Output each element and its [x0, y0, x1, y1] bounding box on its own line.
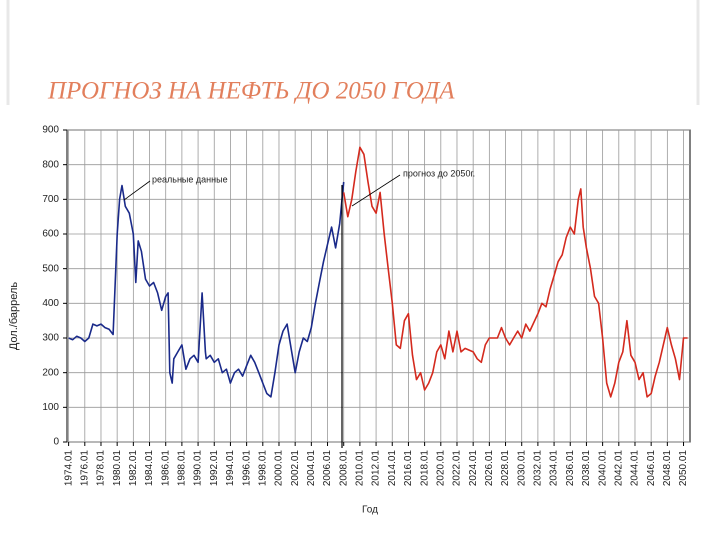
x-tick-label: 1986.01 — [160, 450, 171, 487]
annotation-leader — [123, 180, 151, 201]
x-tick-label: 2006.01 — [322, 450, 333, 487]
slide-title: ПРОГНОЗ НА НЕФТЬ ДО 2050 ГОДА — [47, 78, 455, 105]
x-tick-label: 2032.01 — [533, 450, 544, 487]
y-tick-label: 500 — [42, 263, 59, 274]
grid: 0 100 200 300 400 500 600 700 800 900 1974.01 1976.… — [42, 125, 690, 487]
annotation: прогноз до 2050г. — [403, 168, 475, 178]
series-line — [342, 146, 688, 398]
series-group — [68, 146, 688, 398]
x-tick-label: 2030.01 — [516, 450, 527, 487]
y-tick-label: 300 — [42, 333, 59, 344]
x-tick-label: 1982.01 — [128, 450, 139, 487]
x-tick-label: 2050.01 — [678, 450, 689, 487]
x-tick-label: 2020.01 — [435, 450, 446, 487]
x-tick-label: 2004.01 — [306, 450, 317, 487]
x-tick-label: 1980.01 — [112, 450, 123, 487]
x-tick-label: 2022.01 — [452, 450, 463, 487]
x-tick-label: 1994.01 — [225, 450, 236, 487]
x-tick-label: 2026.01 — [484, 450, 495, 487]
x-tick-label: 1974.01 — [63, 450, 74, 487]
x-tick-label: 1988.01 — [177, 450, 188, 487]
x-tick-label: 2044.01 — [630, 450, 641, 487]
x-axis-label: Год — [362, 505, 378, 516]
annotation-leader — [351, 174, 401, 207]
x-tick-label: 1992.01 — [209, 450, 220, 487]
x-tick-label: 1976.01 — [79, 450, 90, 487]
y-tick-label: 100 — [42, 402, 59, 413]
y-tick-label: 800 — [42, 159, 59, 170]
x-tick-label: 2028.01 — [500, 450, 511, 487]
annotation: реальные данные — [152, 174, 228, 184]
x-tick-label: 2016.01 — [403, 450, 414, 487]
y-tick-label: 900 — [42, 125, 59, 136]
x-tick-label: 1984.01 — [144, 450, 155, 487]
x-tick-label: 2010.01 — [355, 450, 366, 487]
x-tick-label: 2042.01 — [613, 450, 624, 487]
x-tick-label: 2018.01 — [419, 450, 430, 487]
x-tick-label: 1990.01 — [193, 450, 204, 487]
x-tick-label: 2034.01 — [549, 450, 560, 487]
x-tick-label: 2040.01 — [597, 450, 608, 487]
y-tick-label: 0 — [53, 437, 59, 448]
x-tick-label: 2048.01 — [662, 450, 673, 487]
x-tick-label: 2002.01 — [290, 450, 301, 487]
x-tick-label: 2012.01 — [371, 450, 382, 487]
x-tick-label: 2046.01 — [646, 450, 657, 487]
x-tick-label: 2000.01 — [274, 450, 285, 487]
y-tick-label: 200 — [42, 367, 59, 378]
x-tick-label: 2008.01 — [338, 450, 349, 487]
x-tick-label: 2036.01 — [565, 450, 576, 487]
series-line — [68, 181, 345, 398]
y-tick-label: 700 — [42, 194, 59, 205]
y-axis-label: Дол./баррель — [8, 282, 20, 351]
x-tick-label: 1998.01 — [257, 450, 268, 487]
y-tick-label: 600 — [42, 229, 59, 240]
x-tick-label: 1978.01 — [96, 450, 107, 487]
x-tick-label: 2038.01 — [581, 450, 592, 487]
x-tick-label: 1996.01 — [241, 450, 252, 487]
y-tick-label: 400 — [42, 298, 59, 309]
x-tick-label: 2024.01 — [468, 450, 479, 487]
x-tick-label: 2014.01 — [387, 450, 398, 487]
